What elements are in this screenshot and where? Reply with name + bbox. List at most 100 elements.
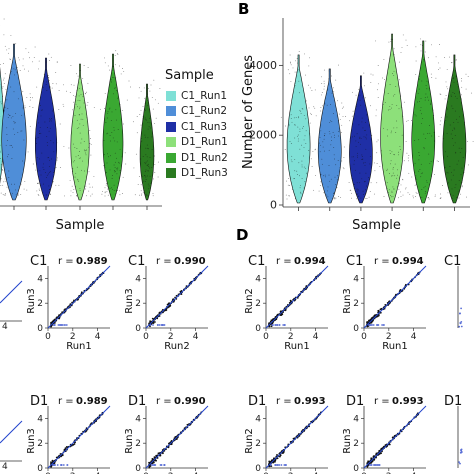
- jitter-point: [465, 73, 467, 75]
- jitter-point: [45, 61, 47, 63]
- x-tick-label: 2: [70, 332, 76, 342]
- jitter-point: [369, 105, 371, 107]
- jitter-point: [412, 195, 414, 197]
- jitter-point: [365, 198, 367, 200]
- jitter-point: [420, 98, 422, 100]
- jitter-point: [363, 162, 364, 164]
- jitter-point: [47, 75, 49, 76]
- jitter-point: [107, 188, 109, 190]
- jitter-point: [49, 86, 51, 88]
- jitter-point: [45, 84, 47, 85]
- jitter-point: [17, 132, 19, 134]
- jitter-point: [383, 103, 384, 105]
- jitter-point: [22, 58, 24, 60]
- jitter-point: [459, 95, 461, 97]
- jitter-point: [303, 139, 305, 141]
- jitter-point: [299, 109, 301, 111]
- jitter-point: [145, 194, 147, 196]
- jitter-point: [289, 73, 291, 75]
- jitter-point: [37, 137, 39, 138]
- jitter-point: [438, 161, 440, 163]
- jitter-point: [6, 99, 8, 101]
- jitter-point: [305, 130, 307, 132]
- jitter-point: [352, 156, 354, 158]
- jitter-point: [113, 77, 115, 79]
- y-axis-label: Run3: [124, 428, 135, 454]
- jitter-point: [79, 70, 81, 71]
- jitter-point: [392, 175, 394, 177]
- jitter-point: [4, 45, 6, 47]
- scatter-cropped-c: 4: [0, 420, 23, 472]
- jitter-point: [323, 69, 325, 71]
- jitter-point: [140, 109, 142, 111]
- jitter-point: [295, 60, 296, 62]
- jitter-point: [147, 194, 149, 196]
- jitter-point: [424, 51, 426, 53]
- jitter-point: [28, 51, 30, 53]
- jitter-point: [70, 65, 72, 67]
- jitter-point: [0, 64, 1, 66]
- scatter-point-baseline: [458, 461, 460, 463]
- jitter-point: [110, 155, 111, 157]
- jitter-point: [89, 130, 91, 131]
- jitter-point: [413, 197, 415, 199]
- jitter-point: [148, 166, 150, 168]
- x-axis-label: Run1: [284, 341, 310, 352]
- jitter-point: [400, 191, 402, 193]
- scatter-point: [268, 465, 271, 468]
- scatter-point-baseline: [283, 464, 286, 466]
- jitter-point: [38, 195, 40, 197]
- jitter-point: [430, 161, 432, 162]
- jitter-point: [402, 194, 404, 196]
- jitter-point: [15, 193, 17, 195]
- jitter-point: [420, 44, 422, 46]
- jitter-point: [383, 59, 385, 61]
- jitter-point: [289, 54, 291, 56]
- jitter-point: [9, 145, 11, 146]
- jitter-point: [446, 88, 448, 90]
- jitter-point: [113, 126, 115, 128]
- jitter-point: [113, 184, 115, 186]
- jitter-point: [366, 198, 368, 200]
- jitter-point: [109, 107, 111, 109]
- violin-panel-a: Sample: [0, 18, 162, 233]
- jitter-point: [451, 138, 453, 139]
- jitter-point: [402, 34, 404, 36]
- jitter-point: [48, 77, 50, 78]
- jitter-point: [445, 151, 446, 153]
- jitter-point: [374, 170, 376, 172]
- jitter-point: [12, 115, 14, 117]
- jitter-point: [390, 160, 392, 162]
- jitter-point: [2, 169, 4, 171]
- jitter-point: [10, 145, 12, 146]
- jitter-point: [376, 141, 378, 143]
- jitter-point: [388, 189, 390, 191]
- jitter-point: [145, 179, 147, 180]
- jitter-point: [424, 192, 426, 194]
- jitter-point: [400, 52, 402, 54]
- jitter-point: [430, 102, 431, 104]
- jitter-point: [12, 128, 14, 130]
- jitter-point: [418, 88, 420, 90]
- jitter-point: [23, 68, 25, 70]
- jitter-point: [452, 195, 454, 197]
- jitter-point: [462, 157, 464, 159]
- jitter-point: [78, 157, 80, 159]
- jitter-point: [393, 188, 395, 190]
- jitter-point: [390, 41, 392, 42]
- jitter-point: [290, 114, 292, 116]
- jitter-point: [427, 57, 429, 59]
- legend-swatch: [165, 89, 177, 102]
- jitter-point: [310, 114, 312, 115]
- jitter-point: [2, 63, 4, 65]
- scatter-point: [51, 459, 54, 462]
- jitter-point: [132, 121, 134, 123]
- x-tick-label: 0: [143, 332, 149, 342]
- jitter-point: [343, 146, 345, 148]
- jitter-point: [46, 174, 48, 176]
- jitter-point: [7, 117, 9, 119]
- jitter-point: [114, 171, 116, 173]
- fit-line: [145, 405, 209, 469]
- scatter-point-baseline: [459, 322, 462, 325]
- scatter-point: [153, 456, 156, 458]
